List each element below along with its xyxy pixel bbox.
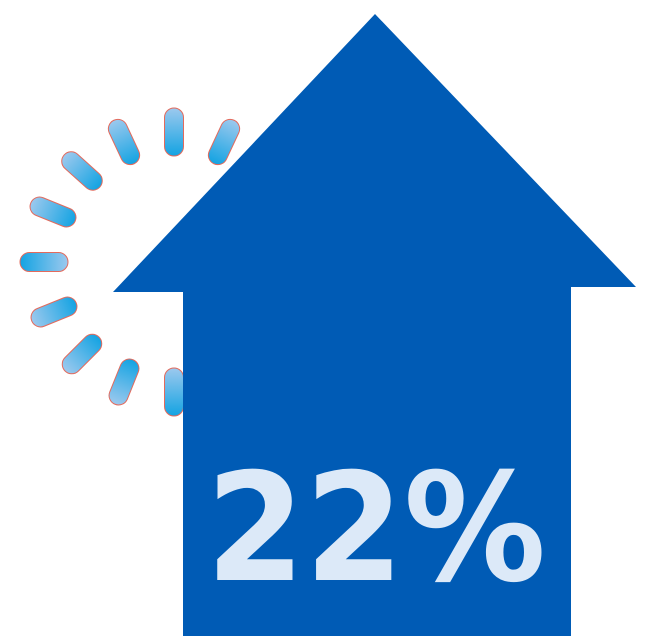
spinner-tick (164, 107, 184, 157)
spinner-tick (164, 367, 184, 417)
up-arrow-icon (113, 14, 636, 636)
spinner-tick (207, 118, 241, 166)
loading-spinner-icon (19, 107, 241, 417)
spinner-tick (19, 252, 69, 272)
spinner-tick (29, 196, 77, 228)
spinner-tick (30, 296, 78, 328)
spinner-tick (61, 151, 103, 191)
spinner-tick (107, 118, 141, 166)
spinner-tick (108, 358, 140, 406)
percentage-value: 22% (206, 442, 546, 616)
spinner-tick (61, 333, 103, 375)
